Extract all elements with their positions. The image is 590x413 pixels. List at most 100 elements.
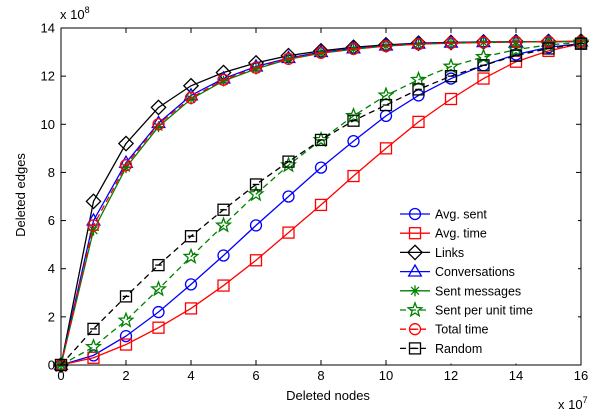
y-tick-label: 12	[41, 69, 55, 84]
data-point-avg-time	[119, 338, 133, 351]
legend-entry-total-time: Total time	[400, 323, 489, 337]
legend-entry-sent-per-unit-time: Sent per unit time	[400, 301, 533, 318]
legend-swatch-marker	[408, 227, 422, 240]
x-tick-label: 8	[317, 368, 324, 383]
data-point-sent-messages	[153, 121, 164, 133]
legend-swatch-marker	[408, 207, 422, 221]
data-point-random	[444, 69, 458, 83]
data-point-links	[85, 193, 102, 210]
x-multiplier-exponent: 7	[583, 395, 588, 405]
legend-swatch-marker	[408, 323, 422, 336]
legend-swatch-marker	[406, 244, 424, 261]
y-tick-label: 0	[48, 358, 55, 373]
data-point-total-time	[477, 36, 490, 49]
data-point-random	[542, 42, 555, 55]
y-tick-label: 10	[41, 117, 55, 132]
y-multiplier-exponent: 8	[85, 5, 90, 15]
legend-label: Random	[435, 342, 482, 356]
svg-text:x 108: x 108	[60, 5, 90, 22]
data-point-avg-sent	[314, 161, 328, 174]
legend-label: Avg. time	[435, 227, 487, 241]
y-tick-label: 6	[48, 213, 55, 228]
x-tick-label: 2	[122, 368, 129, 383]
data-point-total-time	[412, 37, 425, 51]
x-axis-title: Deleted nodes	[286, 388, 370, 403]
data-point-total-time	[119, 159, 133, 172]
legend-label: Sent per unit time	[435, 304, 533, 318]
data-point-sent-per-unit-time	[84, 337, 103, 355]
data-point-sent-per-unit-time	[149, 280, 168, 297]
data-point-random	[477, 59, 490, 72]
data-point-sent-per-unit-time	[214, 216, 233, 233]
svg-text:x 107: x 107	[558, 395, 588, 412]
data-point-avg-time	[379, 142, 393, 155]
x-multiplier-base: x 10	[558, 397, 583, 412]
legend-label: Links	[435, 246, 464, 260]
data-point-avg-time	[87, 351, 100, 364]
data-point-avg-time	[412, 115, 425, 129]
legend-label: Conversations	[435, 265, 515, 279]
legend-entry-random: Random	[400, 342, 482, 356]
x-multiplier-label: x 107	[558, 395, 588, 412]
tick-labels: 0 2 4 6 8 10 12 14 16 0 2 4 6 8 10 12 14	[41, 21, 589, 384]
data-point-avg-time	[347, 169, 360, 183]
data-point-total-time	[542, 35, 555, 48]
data-point-total-time	[87, 219, 100, 232]
data-point-sent-per-unit-time	[442, 57, 460, 74]
data-point-random	[249, 178, 263, 191]
legend-entry-conversations: Conversations	[400, 263, 515, 279]
x-tick-label: 12	[444, 368, 458, 383]
data-point-total-time	[347, 42, 360, 56]
data-point-random	[87, 322, 100, 336]
data-point-avg-sent	[347, 134, 360, 148]
x-tick-label: 14	[509, 368, 523, 383]
data-point-links	[150, 99, 167, 116]
x-tick-label: 4	[187, 368, 194, 383]
data-point-random	[509, 49, 523, 62]
legend-box	[395, 202, 578, 364]
data-point-total-time	[282, 52, 295, 65]
legend-swatch-marker	[409, 285, 421, 297]
legend-entry-avg-sent: Avg. sent	[400, 208, 487, 222]
y-multiplier-label: x 108	[60, 5, 90, 22]
legend: Avg. sent Avg. time Links Conversations Sent…	[395, 202, 578, 364]
data-point-sent-per-unit-time	[247, 185, 265, 202]
data-point-avg-sent	[217, 249, 230, 262]
data-point-random	[119, 290, 133, 303]
legend-swatch-marker	[407, 263, 423, 277]
legend-swatch-marker	[408, 342, 422, 355]
data-point-total-time	[184, 91, 198, 104]
data-point-sent-per-unit-time	[377, 86, 395, 103]
x-tick-label: 10	[379, 368, 393, 383]
legend-label: Avg. sent	[435, 208, 487, 222]
legend-swatch-marker	[406, 301, 424, 318]
data-point-links	[117, 135, 135, 152]
y-tick-label: 4	[48, 261, 55, 276]
data-point-total-time	[509, 35, 523, 49]
legend-entry-avg-time: Avg. time	[400, 227, 487, 241]
data-point-random	[314, 133, 328, 147]
legend-entry-links: Links	[400, 244, 464, 261]
data-point-random	[412, 83, 425, 96]
y-multiplier-base: x 10	[60, 7, 85, 22]
data-point-avg-sent	[249, 219, 263, 232]
data-point-total-time	[217, 73, 230, 86]
data-point-avg-time	[152, 321, 165, 334]
data-point-random	[379, 98, 393, 112]
data-point-avg-time	[477, 72, 490, 85]
data-point-total-time	[152, 118, 165, 131]
data-point-total-time	[444, 36, 458, 50]
data-point-sent-per-unit-time	[507, 40, 525, 57]
data-point-avg-time	[184, 302, 198, 315]
data-point-random	[347, 114, 360, 127]
x-tick-label: 16	[574, 368, 588, 383]
data-point-random	[152, 258, 165, 272]
data-point-random	[217, 203, 230, 216]
data-point-avg-time	[217, 279, 230, 292]
data-point-sent-per-unit-time	[344, 106, 363, 124]
series-line-avg-time	[60, 43, 582, 366]
y-tick-label: 8	[48, 165, 55, 180]
data-point-sent-messages	[250, 63, 262, 75]
legend-label: Sent messages	[435, 284, 521, 298]
legend-entry-sent-messages: Sent messages	[400, 284, 521, 298]
